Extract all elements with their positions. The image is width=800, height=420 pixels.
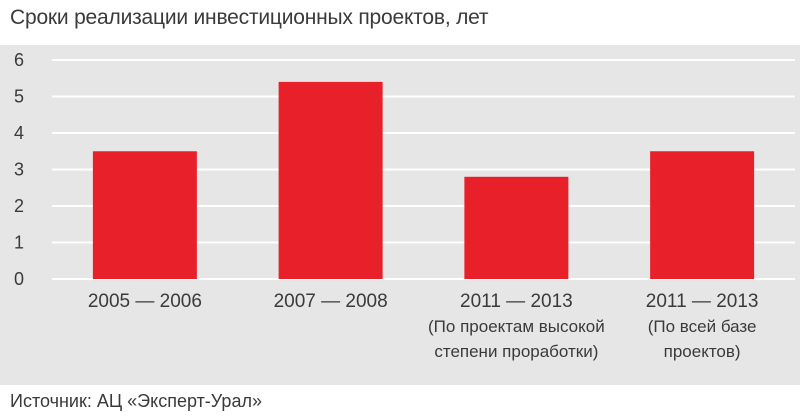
x-label-1-line-0: 2007 — 2008	[274, 291, 388, 312]
y-tick-label-1: 1	[14, 233, 24, 253]
x-label-2-line-1: (По проектам высокой	[428, 317, 605, 336]
source-note: Источник: АЦ «Эксперт-Урал»	[10, 391, 262, 411]
y-tick-label-2: 2	[14, 196, 24, 216]
y-tick-label-3: 3	[14, 160, 24, 180]
chart-title: Сроки реализации инвестиционных проектов…	[10, 6, 489, 29]
bar-3	[650, 151, 755, 279]
x-label-2-line-0: 2011 — 2013	[460, 291, 573, 312]
bar-chart: 0 1 2 3 4 5 6 2005 — 2006 2007 — 2008 2011 — 201…	[14, 50, 795, 361]
y-tick-label-4: 4	[14, 123, 24, 143]
x-axis-labels: 2005 — 2006 2007 — 2008 2011 — 2013 (По про…	[88, 291, 759, 361]
y-tick-label-6: 6	[14, 50, 24, 70]
x-label-3-line-0: 2011 — 2013	[646, 291, 759, 312]
y-tick-label-0: 0	[14, 269, 24, 289]
bar-0	[92, 151, 197, 279]
y-axis-ticks: 0 1 2 3 4 5 6	[14, 50, 24, 289]
bar-2	[464, 176, 569, 279]
y-tick-label-5: 5	[14, 87, 24, 107]
x-label-3-line-1: (По всей базе	[648, 317, 757, 336]
bars	[92, 81, 755, 280]
x-label-0-line-0: 2005 — 2006	[88, 291, 202, 312]
x-label-3-line-2: проектов)	[664, 342, 741, 361]
x-label-2-line-2: степени проработки)	[434, 342, 598, 361]
bar-1	[278, 81, 383, 280]
